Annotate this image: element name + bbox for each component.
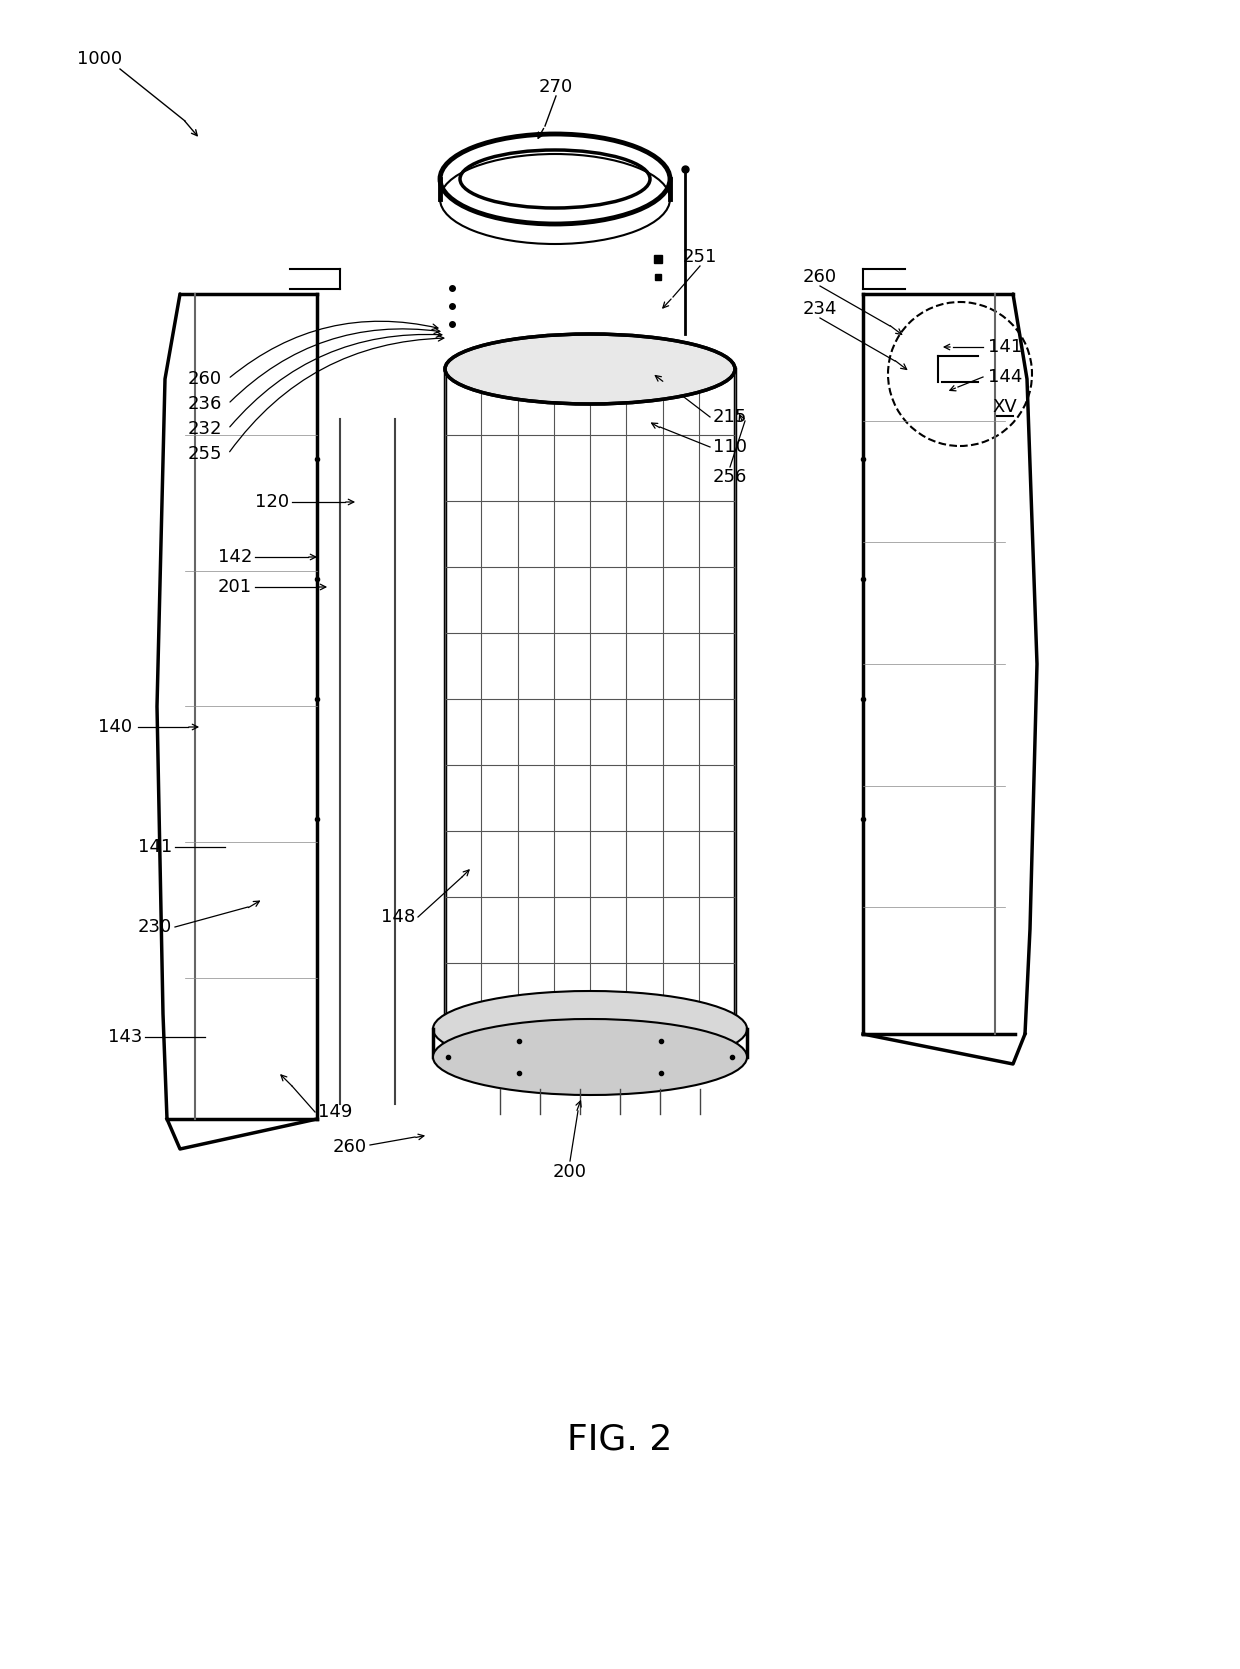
Text: 144: 144 — [988, 367, 1022, 386]
Text: 1000: 1000 — [77, 50, 123, 68]
Text: 256: 256 — [713, 467, 748, 486]
Ellipse shape — [445, 334, 735, 404]
Text: 260: 260 — [188, 371, 222, 387]
Text: FIG. 2: FIG. 2 — [568, 1422, 672, 1455]
Text: XV: XV — [993, 397, 1017, 416]
Text: 215: 215 — [713, 407, 748, 426]
Ellipse shape — [433, 1020, 746, 1095]
Text: 201: 201 — [218, 577, 252, 596]
Text: 230: 230 — [138, 918, 172, 936]
Text: 140: 140 — [98, 718, 133, 736]
Text: 200: 200 — [553, 1163, 587, 1182]
Text: 142: 142 — [218, 547, 252, 566]
Text: 148: 148 — [381, 908, 415, 926]
Text: 255: 255 — [187, 446, 222, 462]
Text: 251: 251 — [683, 249, 717, 265]
Text: 232: 232 — [187, 421, 222, 437]
Text: 110: 110 — [713, 437, 746, 456]
Text: 260: 260 — [804, 269, 837, 285]
Text: 120: 120 — [255, 492, 289, 511]
Text: 141: 141 — [988, 339, 1022, 355]
Text: 141: 141 — [138, 838, 172, 856]
Text: 260: 260 — [332, 1138, 367, 1157]
Ellipse shape — [460, 150, 650, 209]
Ellipse shape — [433, 991, 746, 1066]
Text: 149: 149 — [317, 1103, 352, 1122]
Text: 236: 236 — [187, 396, 222, 412]
Text: 143: 143 — [108, 1028, 143, 1046]
Text: 234: 234 — [802, 300, 837, 319]
Text: 270: 270 — [539, 78, 573, 97]
